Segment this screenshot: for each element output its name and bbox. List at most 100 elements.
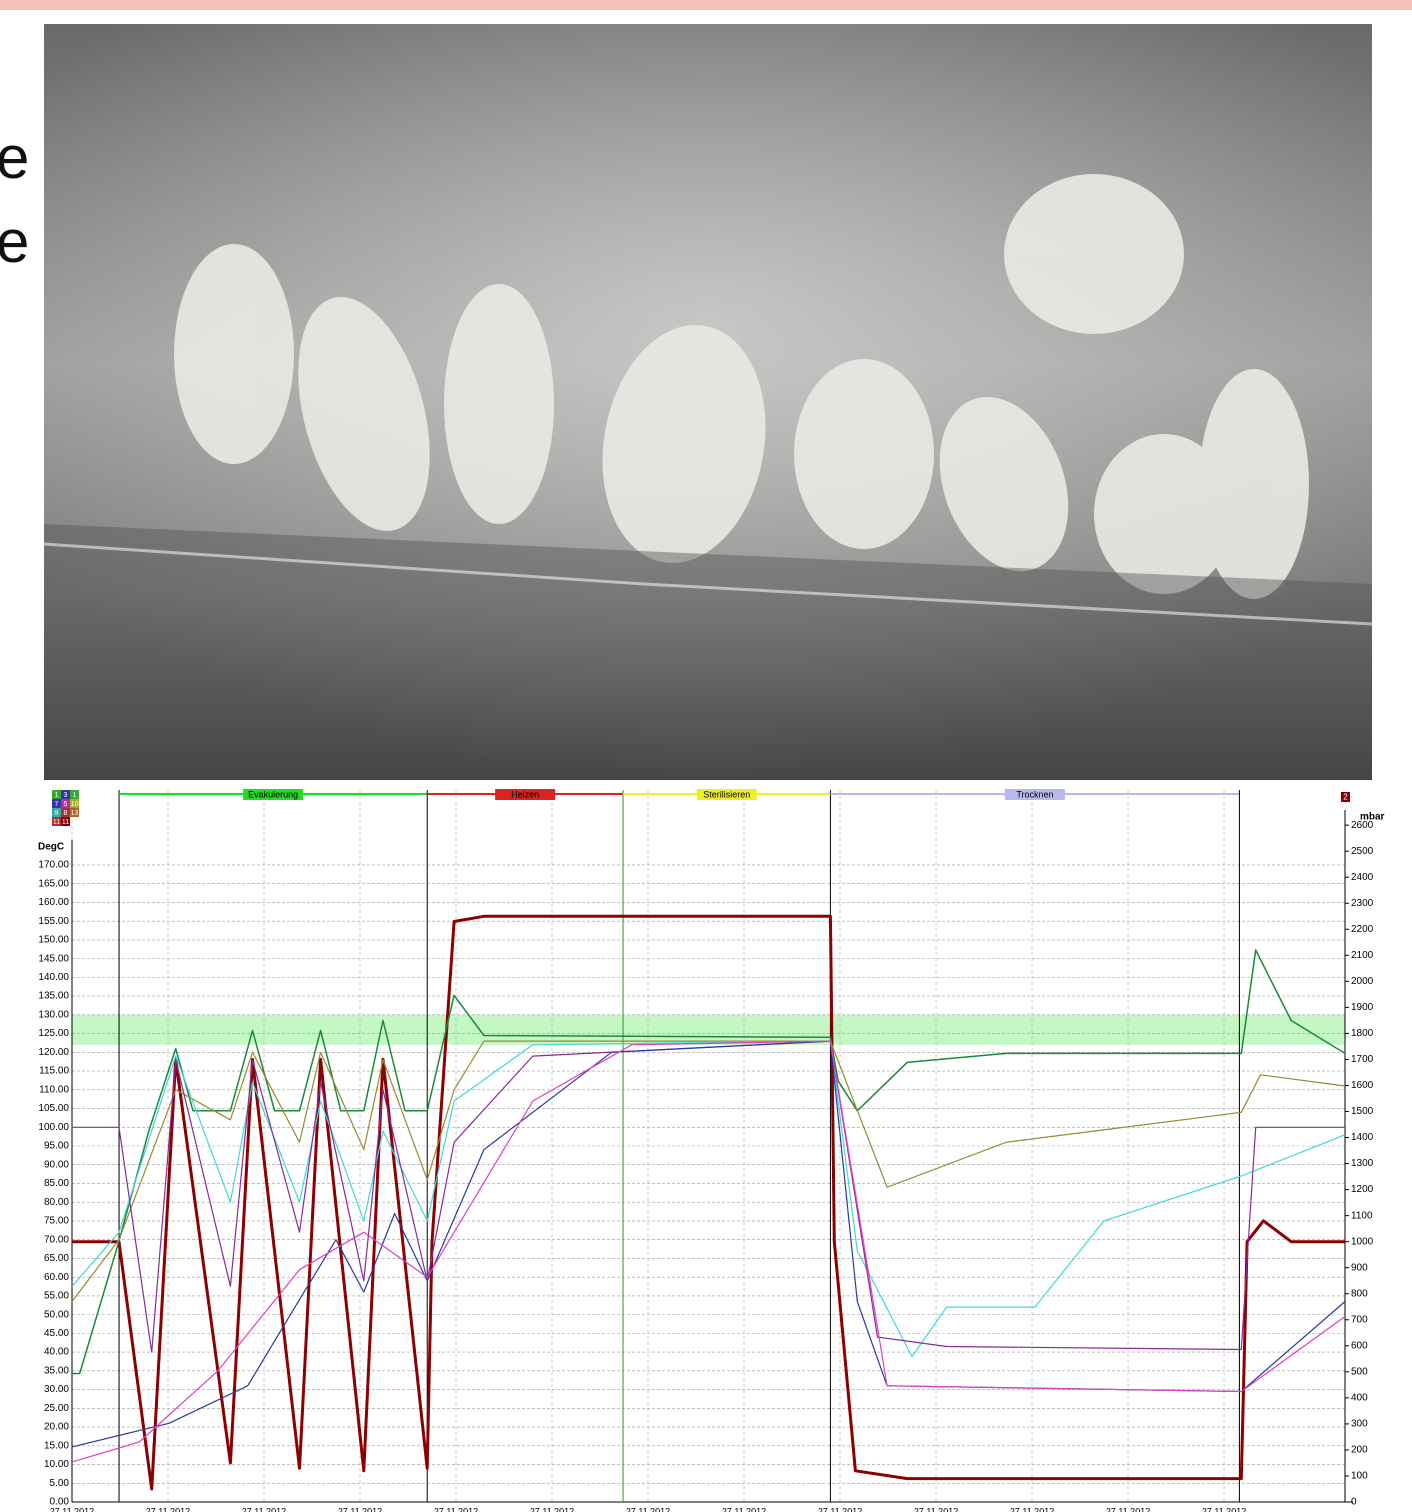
y2-tick-label: 700 bbox=[1351, 1314, 1368, 1325]
y-tick-label: 155.00 bbox=[38, 916, 69, 927]
y2-tick-label: 400 bbox=[1351, 1393, 1368, 1404]
x-tick-label: 27.11.2012 bbox=[434, 1506, 478, 1512]
y2-tick-label: 2500 bbox=[1351, 846, 1374, 857]
series-line bbox=[72, 949, 1346, 1375]
legend-id: 9 bbox=[55, 810, 59, 817]
legend-swatch bbox=[52, 808, 61, 817]
phase-label: Trocknen bbox=[1016, 789, 1053, 799]
y-tick-label: 135.00 bbox=[38, 991, 69, 1002]
y-tick-label: 25.00 bbox=[44, 1403, 69, 1414]
y-tick-label: 75.00 bbox=[44, 1216, 69, 1227]
phase-label-bg bbox=[696, 789, 757, 800]
series-line bbox=[71, 1040, 1346, 1302]
legend-swatch bbox=[61, 790, 70, 799]
y2-tick-label: 2400 bbox=[1351, 872, 1374, 883]
x-tick-label: 27.11.2012 bbox=[722, 1506, 766, 1512]
chart-background bbox=[35, 782, 1412, 1512]
legend-swatch bbox=[70, 799, 79, 808]
y-tick-label: 140.00 bbox=[38, 972, 69, 983]
y-tick-label: 30.00 bbox=[44, 1384, 69, 1395]
y-tick-label: 10.00 bbox=[44, 1459, 69, 1470]
phase-label: Sterilisieren bbox=[703, 789, 750, 799]
y-tick-label: 125.00 bbox=[38, 1028, 69, 1039]
y-tick-label: 65.00 bbox=[44, 1253, 69, 1264]
legend-id: 10 bbox=[71, 801, 79, 808]
photo bbox=[44, 24, 1372, 780]
legend-id: 7 bbox=[55, 801, 59, 808]
y2-tick-label: 1100 bbox=[1351, 1210, 1373, 1221]
y-tick-label: 70.00 bbox=[44, 1234, 69, 1245]
x-tick-label: 27.11.2012 bbox=[50, 1506, 94, 1512]
y2-tick-label: 200 bbox=[1351, 1445, 1368, 1456]
x-tick-label: 27.11.2012 bbox=[530, 1506, 574, 1512]
legend-swatch bbox=[52, 817, 61, 826]
y-tick-label: 105.00 bbox=[38, 1103, 69, 1114]
legend-id: 1 bbox=[73, 792, 77, 799]
legend-swatch bbox=[70, 808, 79, 817]
legend-id: 11 bbox=[53, 819, 60, 826]
legend-swatch bbox=[61, 817, 70, 826]
title-bar bbox=[0, 0, 1412, 10]
y2-tick-label: 1800 bbox=[1351, 1028, 1374, 1039]
slide-text: e bbox=[0, 208, 30, 275]
y-tick-label: 170.00 bbox=[38, 860, 69, 871]
chart: DegC mbar 0.005.0010.0015.0020.0025.0030… bbox=[35, 782, 1412, 1512]
badge: 2 bbox=[1343, 793, 1348, 802]
y-tick-label: 115.00 bbox=[39, 1066, 69, 1077]
legend-id: 11 bbox=[62, 819, 69, 826]
y2-tick-label: 2000 bbox=[1351, 976, 1374, 987]
y2-axis-label: mbar bbox=[1360, 812, 1385, 823]
y2-tick-label: 1400 bbox=[1351, 1132, 1374, 1143]
y-tick-label: 85.00 bbox=[44, 1178, 69, 1189]
y-tick-label: 95.00 bbox=[44, 1141, 69, 1152]
x-tick-label: 27.11.2012 bbox=[1202, 1506, 1246, 1512]
y-tick-label: 45.00 bbox=[44, 1328, 69, 1339]
x-tick-label: 27.11.2012 bbox=[1106, 1506, 1150, 1512]
slide-text: e bbox=[0, 124, 30, 191]
y-tick-label: 130.00 bbox=[38, 1009, 69, 1020]
y2-tick-label: 1500 bbox=[1351, 1106, 1374, 1117]
y2-tick-label: 1700 bbox=[1351, 1054, 1374, 1065]
y2-tick-label: 300 bbox=[1351, 1419, 1368, 1430]
series-line bbox=[72, 1040, 1345, 1353]
phase-label: Evakuierung bbox=[248, 789, 298, 799]
y2-tick-label: 0 bbox=[1351, 1497, 1357, 1508]
x-tick-label: 27.11.2012 bbox=[626, 1506, 670, 1512]
y-tick-label: 40.00 bbox=[44, 1347, 69, 1358]
y-tick-label: 160.00 bbox=[38, 897, 69, 908]
y2-tick-label: 1200 bbox=[1351, 1184, 1374, 1195]
x-tick-label: 27.11.2012 bbox=[338, 1506, 382, 1512]
y-tick-label: 90.00 bbox=[44, 1159, 69, 1170]
y2-tick-label: 800 bbox=[1351, 1288, 1368, 1299]
x-tick-label: 27.11.2012 bbox=[242, 1506, 286, 1512]
y2-tick-label: 900 bbox=[1351, 1262, 1368, 1273]
y2-tick-label: 1300 bbox=[1351, 1158, 1374, 1169]
y-tick-label: 55.00 bbox=[44, 1291, 69, 1302]
y2-tick-label: 2300 bbox=[1351, 898, 1374, 909]
y-tick-label: 100.00 bbox=[38, 1122, 69, 1133]
y-tick-label: 110.00 bbox=[39, 1084, 69, 1095]
y-tick-label: 120.00 bbox=[38, 1047, 69, 1058]
x-tick-label: 27.11.2012 bbox=[146, 1506, 190, 1512]
target-band bbox=[72, 1014, 1345, 1045]
series-line bbox=[71, 1040, 1346, 1463]
phase-label-bg bbox=[1004, 789, 1065, 800]
y2-tick-label: 1000 bbox=[1351, 1236, 1374, 1247]
phase-label: Heizen bbox=[511, 789, 539, 799]
legend-swatch bbox=[70, 790, 79, 799]
y-tick-label: 35.00 bbox=[44, 1365, 69, 1376]
y-tick-label: 165.00 bbox=[38, 878, 69, 889]
y2-tick-label: 500 bbox=[1351, 1366, 1368, 1377]
y-tick-label: 145.00 bbox=[38, 953, 69, 964]
y-axis-label: DegC bbox=[38, 842, 64, 853]
y-tick-label: 60.00 bbox=[44, 1272, 69, 1283]
legend-id: 1 bbox=[55, 792, 59, 799]
y2-tick-label: 1900 bbox=[1351, 1002, 1374, 1013]
legend-swatch bbox=[61, 808, 70, 817]
y-tick-label: 50.00 bbox=[44, 1309, 69, 1320]
y-tick-label: 80.00 bbox=[44, 1197, 69, 1208]
y2-tick-label: 2600 bbox=[1351, 820, 1374, 831]
y-tick-label: 0.00 bbox=[50, 1497, 70, 1508]
y-tick-label: 15.00 bbox=[44, 1440, 69, 1451]
